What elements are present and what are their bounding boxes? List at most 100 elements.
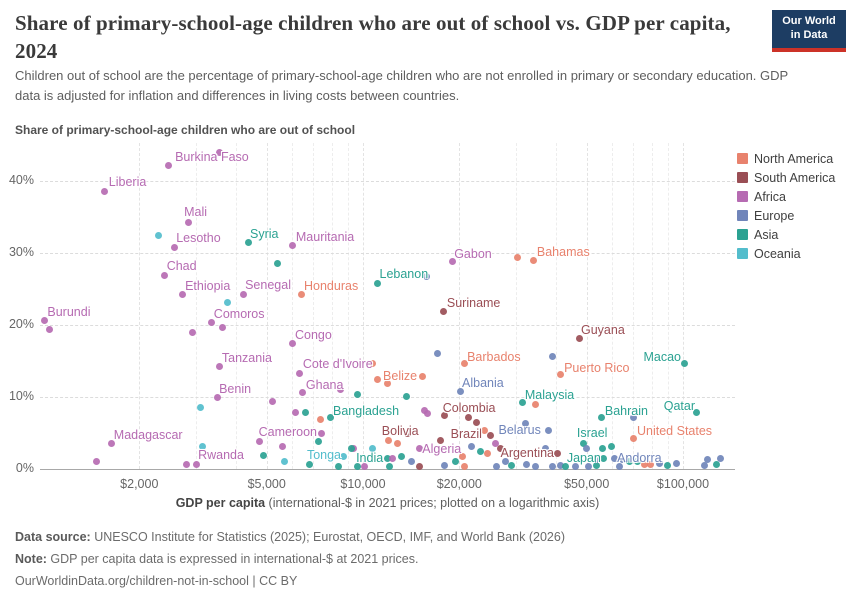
data-point[interactable] xyxy=(383,455,391,463)
data-point[interactable] xyxy=(408,458,416,466)
data-point[interactable] xyxy=(170,243,178,251)
data-point[interactable] xyxy=(208,319,216,327)
data-point[interactable] xyxy=(301,409,309,417)
data-point[interactable] xyxy=(196,404,204,412)
data-point[interactable] xyxy=(523,461,531,469)
footer-link[interactable]: OurWorldinData.org/children-not-in-schoo… xyxy=(15,574,298,588)
data-point[interactable] xyxy=(626,458,634,466)
data-point[interactable] xyxy=(530,256,538,264)
data-point[interactable] xyxy=(610,454,618,462)
data-point[interactable] xyxy=(553,449,561,457)
data-point[interactable] xyxy=(647,461,655,469)
data-point[interactable] xyxy=(299,389,307,397)
data-point[interactable] xyxy=(334,462,342,470)
data-point[interactable] xyxy=(441,412,449,420)
data-point[interactable] xyxy=(46,325,54,333)
data-point[interactable] xyxy=(700,461,708,469)
data-point[interactable] xyxy=(483,449,491,457)
data-point[interactable] xyxy=(389,454,397,462)
data-point[interactable] xyxy=(281,458,289,466)
data-point[interactable] xyxy=(545,427,553,435)
data-point[interactable] xyxy=(584,463,592,471)
data-point[interactable] xyxy=(178,291,186,299)
data-point[interactable] xyxy=(219,324,227,332)
data-point[interactable] xyxy=(541,444,549,452)
data-point[interactable] xyxy=(353,390,361,398)
data-point[interactable] xyxy=(291,409,299,417)
data-point[interactable] xyxy=(583,444,591,452)
data-point[interactable] xyxy=(423,273,431,281)
owid-logo[interactable]: Our World in Data xyxy=(772,10,846,52)
data-point[interactable] xyxy=(531,463,539,471)
data-point[interactable] xyxy=(616,463,624,471)
data-point[interactable] xyxy=(634,458,642,466)
data-point[interactable] xyxy=(289,242,297,250)
data-point[interactable] xyxy=(368,444,376,452)
data-point[interactable] xyxy=(360,463,368,471)
data-point[interactable] xyxy=(383,379,391,387)
data-point[interactable] xyxy=(256,438,264,446)
data-point[interactable] xyxy=(384,436,392,444)
legend-item-africa[interactable]: Africa xyxy=(737,187,835,206)
data-point[interactable] xyxy=(354,463,362,471)
data-point[interactable] xyxy=(521,420,529,428)
data-point[interactable] xyxy=(656,459,664,467)
data-point[interactable] xyxy=(468,442,476,450)
data-point[interactable] xyxy=(184,218,192,226)
data-point[interactable] xyxy=(448,258,456,266)
data-point[interactable] xyxy=(461,462,469,470)
data-point[interactable] xyxy=(600,454,608,462)
data-point[interactable] xyxy=(337,386,345,394)
data-point[interactable] xyxy=(459,453,467,461)
data-point[interactable] xyxy=(580,439,588,447)
data-point[interactable] xyxy=(40,317,48,325)
legend-item-asia[interactable]: Asia xyxy=(737,225,835,244)
data-point[interactable] xyxy=(493,462,501,470)
data-point[interactable] xyxy=(259,451,267,459)
data-point[interactable] xyxy=(519,399,527,407)
data-point[interactable] xyxy=(692,409,700,417)
data-point[interactable] xyxy=(108,440,116,448)
data-point[interactable] xyxy=(480,427,488,435)
data-point[interactable] xyxy=(607,443,615,451)
data-point[interactable] xyxy=(374,279,381,287)
data-point[interactable] xyxy=(487,431,495,439)
legend-item-south-america[interactable]: South America xyxy=(737,168,835,187)
data-point[interactable] xyxy=(404,430,412,438)
data-point[interactable] xyxy=(393,440,401,448)
data-point[interactable] xyxy=(451,458,459,466)
data-point[interactable] xyxy=(575,334,583,342)
data-point[interactable] xyxy=(496,445,504,453)
data-point[interactable] xyxy=(189,329,197,337)
data-point[interactable] xyxy=(199,443,207,451)
data-point[interactable] xyxy=(278,442,286,450)
data-point[interactable] xyxy=(548,352,556,360)
data-point[interactable] xyxy=(368,359,376,367)
data-point[interactable] xyxy=(460,360,468,368)
data-point[interactable] xyxy=(571,462,579,470)
data-point[interactable] xyxy=(476,447,484,455)
data-point[interactable] xyxy=(641,460,649,468)
data-point[interactable] xyxy=(703,456,711,464)
data-point[interactable] xyxy=(386,463,393,471)
data-point[interactable] xyxy=(306,461,314,469)
data-point[interactable] xyxy=(436,436,444,444)
data-point[interactable] xyxy=(161,271,169,279)
data-point[interactable] xyxy=(314,438,322,446)
data-point[interactable] xyxy=(556,371,564,379)
data-point[interactable] xyxy=(288,339,296,347)
data-point[interactable] xyxy=(491,440,499,448)
data-point[interactable] xyxy=(101,188,109,196)
data-point[interactable] xyxy=(347,444,355,452)
data-point[interactable] xyxy=(403,392,411,400)
data-point[interactable] xyxy=(434,350,442,358)
data-point[interactable] xyxy=(423,410,431,418)
data-point[interactable] xyxy=(398,453,406,461)
data-point[interactable] xyxy=(244,239,252,247)
data-point[interactable] xyxy=(599,444,607,452)
data-point[interactable] xyxy=(327,414,335,422)
data-point[interactable] xyxy=(224,299,232,307)
data-point[interactable] xyxy=(216,363,224,371)
data-point[interactable] xyxy=(339,452,347,460)
data-point[interactable] xyxy=(415,463,423,471)
